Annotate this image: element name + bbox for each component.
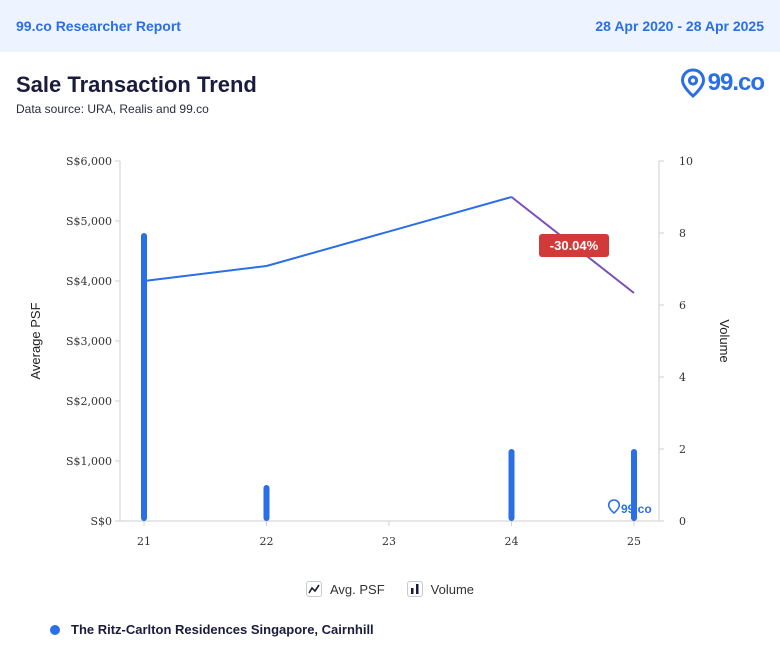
volume-bar <box>508 449 515 521</box>
y-tick-label: S$0 <box>90 515 112 528</box>
y2-axis-title: Volume <box>717 319 732 362</box>
bar-chart-icon <box>406 581 423 597</box>
legend-item-avg-psf[interactable]: Avg. PSF <box>305 581 385 597</box>
psf-line-segment <box>143 265 267 282</box>
change-badge-label: -30.04% <box>550 238 599 253</box>
data-source: Data source: URA, Realis and 99.co <box>16 102 209 116</box>
y2-tick-label: 8 <box>679 227 686 240</box>
report-title: 99.co Researcher Report <box>16 18 181 34</box>
y-tick-label: S$2,000 <box>66 395 112 408</box>
location-pin-icon <box>680 68 705 98</box>
report-header-bar: 99.co Researcher Report 28 Apr 2020 - 28… <box>0 0 780 52</box>
project-series-item: The Ritz-Carlton Residences Singapore, C… <box>50 622 374 637</box>
y-tick-label: S$6,000 <box>66 155 112 168</box>
watermark-pin-icon <box>607 499 621 515</box>
y2-tick-label: 4 <box>679 371 686 384</box>
legend-label-volume: Volume <box>430 581 475 597</box>
legend-item-volume[interactable]: Volume <box>406 581 475 597</box>
volume-bar <box>631 449 637 521</box>
sale-trend-chart: S$0 S$1,000 S$2,000 S$3,000 S$4,000 S$5,000 S$… <box>28 155 732 548</box>
series-color-dot <box>50 624 60 635</box>
change-badge <box>539 234 609 257</box>
x-tick-label: 21 <box>137 535 151 548</box>
y-tick-label: S$3,000 <box>66 335 112 348</box>
y2-tick-label: 0 <box>679 515 686 528</box>
volume-bar <box>263 485 270 521</box>
x-tick-label: 24 <box>505 535 519 548</box>
date-range: 28 Apr 2020 - 28 Apr 2025 <box>595 18 764 34</box>
y-tick-label: S$4,000 <box>66 275 112 288</box>
chart-legend: Avg. PSF Volume <box>0 581 780 597</box>
y2-tick-label: 10 <box>679 155 693 168</box>
y-tick-label: S$1,000 <box>66 455 112 468</box>
y-axis-title: Average PSF <box>28 302 43 379</box>
x-tick-label: 25 <box>627 535 641 548</box>
page-title: Sale Transaction Trend <box>16 72 257 97</box>
psf-line-segment <box>266 196 512 267</box>
y-tick-label: S$5,000 <box>66 215 112 228</box>
project-name: The Ritz-Carlton Residences Singapore, C… <box>71 622 374 637</box>
legend-label-avg-psf: Avg. PSF <box>329 581 385 597</box>
x-tick-label: 22 <box>260 535 274 548</box>
x-tick-label: 23 <box>382 535 396 548</box>
brand-logo-text: 99.co <box>707 69 765 96</box>
y2-tick-label: 2 <box>679 443 686 456</box>
brand-logo: 99.co <box>680 68 765 98</box>
y2-tick-label: 6 <box>679 299 686 312</box>
line-chart-icon <box>305 581 322 597</box>
volume-bar <box>141 233 147 521</box>
